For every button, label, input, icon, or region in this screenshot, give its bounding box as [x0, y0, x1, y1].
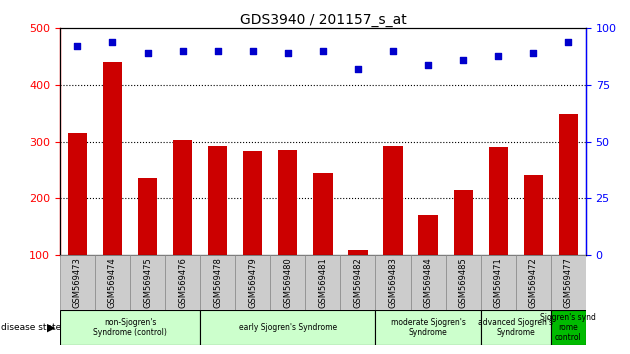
Bar — [481, 255, 516, 310]
Bar — [559, 114, 578, 255]
Bar — [173, 140, 192, 255]
Text: GSM569485: GSM569485 — [459, 258, 467, 308]
Bar — [489, 147, 508, 255]
Bar — [165, 255, 200, 310]
Bar — [235, 255, 270, 310]
Bar — [306, 255, 340, 310]
Text: GSM569471: GSM569471 — [494, 258, 503, 308]
Bar — [60, 310, 200, 345]
Text: GSM569482: GSM569482 — [353, 258, 362, 308]
Point — [72, 44, 83, 49]
Bar — [200, 255, 235, 310]
Bar — [138, 178, 157, 255]
Bar — [454, 190, 472, 255]
Bar — [524, 175, 543, 255]
Point — [493, 53, 503, 58]
Bar — [516, 255, 551, 310]
Point — [212, 48, 222, 54]
Bar — [270, 255, 306, 310]
Bar — [103, 62, 122, 255]
Text: advanced Sjogren's
Syndrome: advanced Sjogren's Syndrome — [478, 318, 553, 337]
Bar — [348, 250, 367, 255]
Point — [388, 48, 398, 54]
Bar — [200, 310, 375, 345]
Text: GSM569477: GSM569477 — [564, 258, 573, 308]
Bar — [130, 255, 165, 310]
Text: GSM569484: GSM569484 — [423, 258, 433, 308]
Point — [528, 50, 538, 56]
Point — [283, 50, 293, 56]
Text: GSM569472: GSM569472 — [529, 258, 538, 308]
Text: GSM569475: GSM569475 — [143, 258, 152, 308]
Point — [248, 48, 258, 54]
Title: GDS3940 / 201157_s_at: GDS3940 / 201157_s_at — [239, 13, 406, 27]
Bar — [60, 255, 95, 310]
Bar — [68, 133, 87, 255]
Bar — [384, 145, 403, 255]
Point — [563, 39, 573, 45]
Bar — [411, 255, 445, 310]
Text: GSM569481: GSM569481 — [318, 258, 328, 308]
Text: GSM569480: GSM569480 — [284, 258, 292, 308]
Bar — [340, 255, 375, 310]
Text: early Sjogren's Syndrome: early Sjogren's Syndrome — [239, 323, 337, 332]
Bar — [375, 310, 481, 345]
Point — [458, 57, 468, 63]
Text: GSM569479: GSM569479 — [248, 258, 257, 308]
Bar — [95, 255, 130, 310]
Text: non-Sjogren's
Syndrome (control): non-Sjogren's Syndrome (control) — [93, 318, 167, 337]
Bar — [243, 151, 262, 255]
Text: disease state: disease state — [1, 323, 62, 332]
Text: GSM569478: GSM569478 — [213, 258, 222, 308]
Point — [178, 48, 188, 54]
Point — [107, 39, 117, 45]
Point — [423, 62, 433, 67]
Bar — [418, 215, 438, 255]
Bar — [551, 255, 586, 310]
Text: GSM569474: GSM569474 — [108, 258, 117, 308]
Text: Sjogren's synd
rome
control: Sjogren's synd rome control — [541, 313, 597, 342]
Bar — [551, 310, 586, 345]
Bar — [313, 173, 333, 255]
Text: GSM569483: GSM569483 — [389, 258, 398, 308]
Point — [142, 50, 152, 56]
Point — [318, 48, 328, 54]
Text: GSM569473: GSM569473 — [73, 258, 82, 308]
Text: moderate Sjogren's
Syndrome: moderate Sjogren's Syndrome — [391, 318, 466, 337]
Point — [353, 66, 363, 72]
Text: GSM569476: GSM569476 — [178, 258, 187, 308]
Bar — [278, 150, 297, 255]
Bar — [208, 145, 227, 255]
Text: ▶: ▶ — [47, 322, 55, 332]
Bar — [445, 255, 481, 310]
Bar — [481, 310, 551, 345]
Bar — [375, 255, 411, 310]
